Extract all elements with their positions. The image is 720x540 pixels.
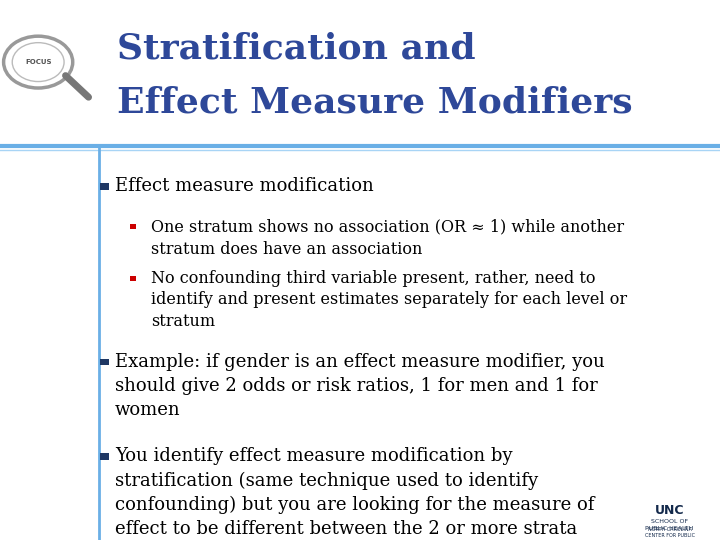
FancyBboxPatch shape [100, 183, 109, 190]
Text: women: women [115, 401, 181, 420]
Text: effect to be different between the 2 or more strata: effect to be different between the 2 or … [115, 520, 577, 538]
Text: NORTH CAROLINA
CENTER FOR PUBLIC
HEALTH PREPAREDNESS: NORTH CAROLINA CENTER FOR PUBLIC HEALTH … [640, 526, 699, 540]
Text: UNC: UNC [655, 504, 684, 517]
Text: stratum does have an association: stratum does have an association [151, 241, 423, 258]
FancyBboxPatch shape [130, 225, 137, 229]
FancyBboxPatch shape [100, 453, 109, 460]
Text: stratum: stratum [151, 313, 215, 330]
Text: stratification (same technique used to identify: stratification (same technique used to i… [115, 471, 539, 490]
Text: should give 2 odds or risk ratios, 1 for men and 1 for: should give 2 odds or risk ratios, 1 for… [115, 377, 598, 395]
FancyBboxPatch shape [130, 275, 137, 281]
FancyBboxPatch shape [100, 359, 109, 365]
Text: You identify effect measure modification by: You identify effect measure modification… [115, 447, 513, 465]
Text: Effect Measure Modifiers: Effect Measure Modifiers [117, 86, 633, 119]
Text: SCHOOL OF
PUBLIC HEALTH: SCHOOL OF PUBLIC HEALTH [645, 519, 694, 531]
Text: identify and present estimates separately for each level or: identify and present estimates separatel… [151, 291, 627, 308]
Text: confounding) but you are looking for the measure of: confounding) but you are looking for the… [115, 496, 595, 514]
Circle shape [12, 43, 64, 82]
Text: Effect measure modification: Effect measure modification [115, 177, 374, 195]
Text: FOCUS: FOCUS [25, 59, 51, 65]
Text: Example: if gender is an effect measure modifier, you: Example: if gender is an effect measure … [115, 353, 605, 371]
Text: One stratum shows no association (OR ≈ 1) while another: One stratum shows no association (OR ≈ 1… [151, 218, 624, 235]
Text: No confounding third variable present, rather, need to: No confounding third variable present, r… [151, 269, 595, 287]
Text: Stratification and: Stratification and [117, 32, 476, 65]
Circle shape [4, 36, 73, 88]
